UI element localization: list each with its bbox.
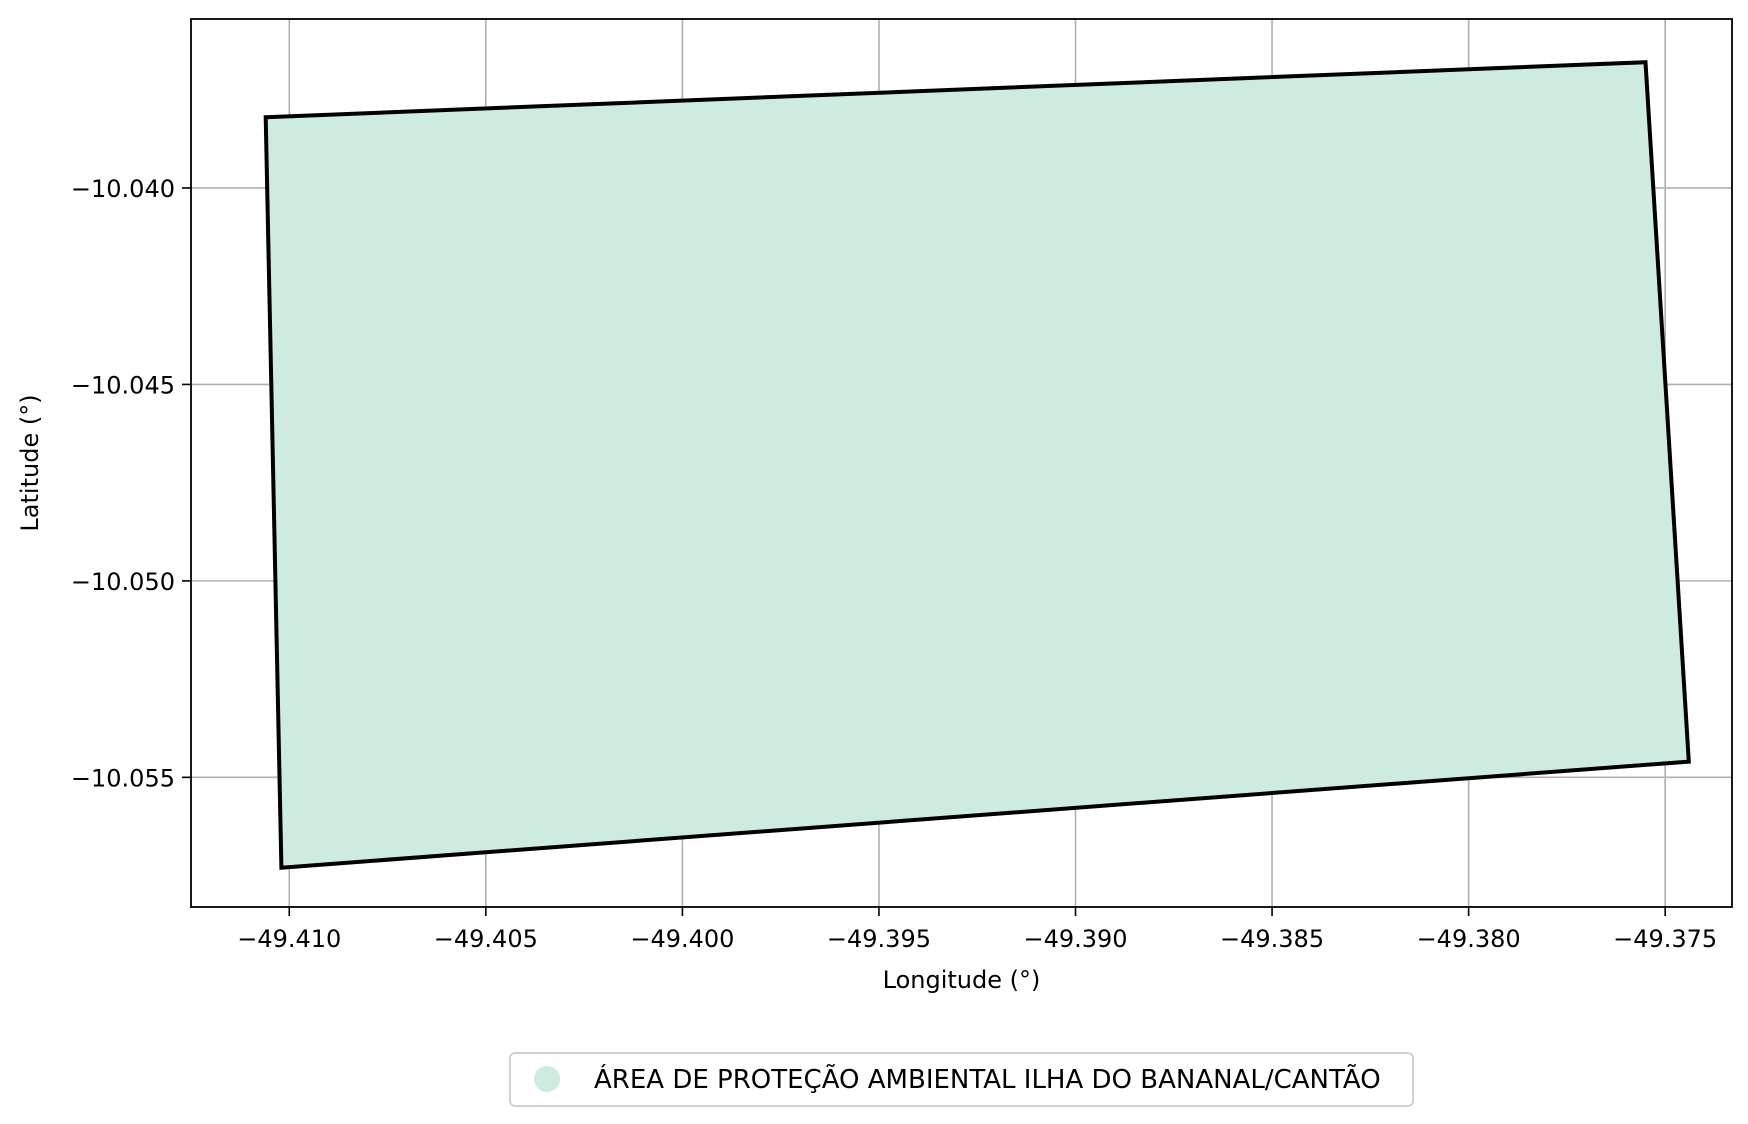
legend-swatch-icon	[534, 1066, 560, 1092]
x-axis-label: Longitude (°)	[883, 966, 1041, 994]
x-axis: −49.410 −49.405 −49.400 −49.395 −49.390 −49.3…	[237, 907, 1717, 953]
x-tick-label: −49.410	[237, 925, 341, 953]
legend-box	[509, 1052, 1414, 1107]
y-axis-label: Latitude (°)	[16, 394, 44, 531]
y-tick-label: −10.040	[71, 175, 175, 203]
x-tick-label: −49.395	[827, 925, 931, 953]
x-tick-label: −49.375	[1613, 925, 1717, 953]
x-tick-label: −49.380	[1417, 925, 1521, 953]
protected-area-polygon	[263, 60, 1691, 870]
plot-frame	[190, 18, 1733, 908]
x-tick-label: −49.400	[630, 925, 734, 953]
y-tick-label: −10.055	[71, 764, 175, 792]
polygon-layer	[263, 60, 1691, 870]
x-tick-label: −49.405	[434, 925, 538, 953]
y-tick-label: −10.045	[71, 371, 175, 399]
y-tick-label: −10.050	[71, 568, 175, 596]
y-axis: −10.040 −10.045 −10.050 −10.055	[71, 175, 191, 792]
legend-entry-label: ÁREA DE PROTEÇÃO AMBIENTAL ILHA DO BANAN…	[594, 1063, 1381, 1095]
x-tick-label: −49.390	[1023, 925, 1127, 953]
x-tick-label: −49.385	[1220, 925, 1324, 953]
legend: ÁREA DE PROTEÇÃO AMBIENTAL ILHA DO BANAN…	[509, 1052, 1414, 1107]
